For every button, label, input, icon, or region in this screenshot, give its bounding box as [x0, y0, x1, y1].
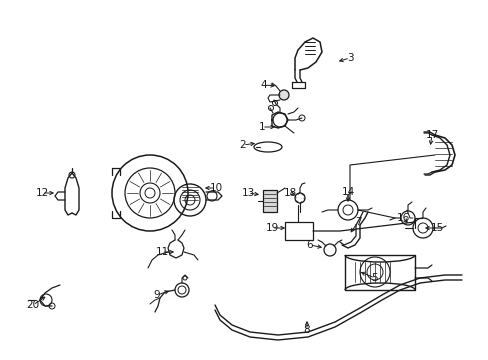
Text: 8: 8	[303, 325, 310, 335]
Text: 7: 7	[354, 217, 361, 227]
Text: 11: 11	[155, 247, 168, 257]
Text: 20: 20	[26, 300, 40, 310]
Text: 3: 3	[346, 53, 353, 63]
Text: 13: 13	[241, 188, 254, 198]
Text: 18: 18	[283, 188, 296, 198]
Circle shape	[279, 90, 288, 100]
Text: 12: 12	[35, 188, 48, 198]
Text: 2: 2	[239, 140, 246, 150]
Text: 9: 9	[153, 290, 160, 300]
Text: 17: 17	[425, 130, 438, 140]
Text: 4: 4	[260, 80, 267, 90]
Text: 6: 6	[306, 240, 313, 250]
Text: 5: 5	[371, 273, 378, 283]
Text: 15: 15	[429, 223, 443, 233]
Text: 1: 1	[258, 122, 265, 132]
Text: 10: 10	[209, 183, 222, 193]
Bar	[285, 222, 312, 240]
Text: 19: 19	[265, 223, 278, 233]
Bar	[263, 190, 276, 212]
Text: 16: 16	[396, 213, 409, 223]
Text: 14: 14	[341, 187, 354, 197]
